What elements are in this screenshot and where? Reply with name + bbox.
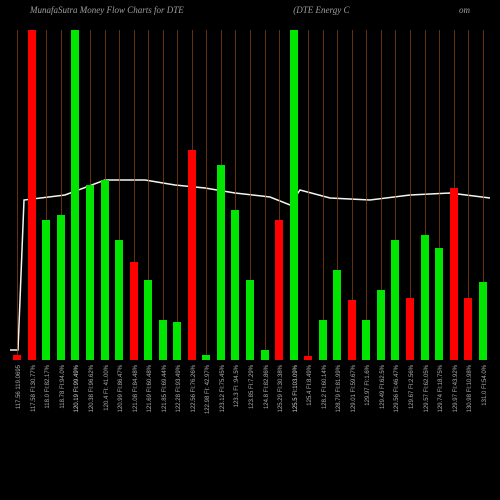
x-axis-label: 123.3 FI :94.5%	[234, 365, 240, 407]
price-bar	[479, 282, 487, 360]
x-axis-label: 129.67 FI:2.56%	[409, 365, 415, 409]
x-axis-labels: 117.56 119.0695 117.58 FI:30.77% 118.0 FI:…	[10, 362, 490, 497]
title-center: (DTE Energy C	[293, 5, 349, 25]
gridline	[206, 30, 207, 360]
gridline	[177, 30, 178, 360]
x-axis-label: 117.56 119.0695	[16, 365, 22, 409]
price-bar	[144, 280, 152, 360]
price-bar	[246, 280, 254, 360]
price-bar	[217, 165, 225, 360]
price-bar	[28, 30, 36, 360]
price-bar	[406, 298, 414, 360]
price-bar	[159, 320, 167, 360]
gridline	[323, 30, 324, 360]
price-bar	[450, 188, 458, 360]
x-axis-label: 123.85 FI:7.29%	[249, 365, 255, 409]
gridline	[163, 30, 164, 360]
x-axis-label: 121.08 FI:84.48%	[133, 365, 139, 412]
price-bar	[101, 180, 109, 360]
price-bar	[333, 270, 341, 360]
price-bar	[261, 350, 269, 360]
price-bar	[202, 355, 210, 360]
price-bar	[13, 355, 21, 360]
gridline	[17, 30, 18, 360]
x-axis-label: 122.98 FI: 42.97%	[205, 365, 211, 414]
x-axis-label: 124.8 FI:82.86%	[264, 365, 270, 409]
x-axis-label: 120.4 FI: 41.00%	[104, 365, 110, 411]
x-axis-label: 128.79 FI:81.99%	[336, 365, 342, 412]
gridline	[265, 30, 266, 360]
x-axis-label: 125.5 FI:103.09%	[293, 365, 299, 412]
x-axis-label: 117.58 FI:30.77%	[31, 365, 37, 412]
gridline	[308, 30, 309, 360]
x-axis-label: 123.12 FI:75.45%	[220, 365, 226, 412]
gridline	[366, 30, 367, 360]
title-left: MunafaSutra Money Flow Charts for DTE	[30, 5, 184, 25]
price-bar	[421, 235, 429, 360]
price-bar	[275, 220, 283, 360]
x-axis-label: 130.98 FI:10.98%	[467, 365, 473, 412]
price-bar	[362, 320, 370, 360]
x-axis-label: 122.28 FI:93.49%	[176, 365, 182, 412]
x-axis-label: 125.4 FI:8.49%	[307, 365, 313, 406]
price-bar	[290, 30, 298, 360]
price-bar	[348, 300, 356, 360]
x-axis-label: 129.97 FI:43.92%	[453, 365, 459, 412]
price-bar	[173, 322, 181, 360]
x-axis-label: 129.57 FI:62.05%	[424, 365, 430, 412]
price-bar	[464, 298, 472, 360]
bar-chart-area	[10, 30, 490, 360]
price-bar	[130, 262, 138, 360]
x-axis-label: 129.01 FI:59.67%	[351, 365, 357, 412]
x-axis-label: 129.56 FI:46.47%	[394, 365, 400, 412]
price-bar	[188, 150, 196, 360]
x-axis-label: 120.19 FI:99.49%	[74, 365, 80, 412]
price-bar	[86, 185, 94, 360]
x-axis-label: 129.49 FI:62.5%	[380, 365, 386, 409]
x-axis-label: 131.0 FI:54.0%	[482, 365, 488, 406]
x-axis-label: 125.29 FI:30.38%	[278, 365, 284, 412]
x-axis-label: 121.85 FI:69.44%	[162, 365, 168, 412]
price-bar	[71, 30, 79, 360]
chart-title: MunafaSutra Money Flow Charts for DTE (D…	[0, 5, 500, 25]
price-bar	[319, 320, 327, 360]
x-axis-label: 129.97 FI:1.6%	[365, 365, 371, 406]
x-axis-label: 118.0 FI:82.17%	[45, 365, 51, 409]
x-axis-label: 121.69 FI:60.48%	[147, 365, 153, 412]
x-axis-label: 128.2 FI:60.14%	[322, 365, 328, 409]
title-right: om	[459, 5, 470, 25]
price-bar	[435, 248, 443, 360]
price-bar	[304, 356, 312, 360]
price-bar	[231, 210, 239, 360]
x-axis-label: 120.38 FI:96.62%	[89, 365, 95, 412]
price-bar	[57, 215, 65, 360]
x-axis-label: 118.78 FI:94.0%	[60, 365, 66, 409]
price-bar	[391, 240, 399, 360]
price-bar	[115, 240, 123, 360]
x-axis-label: 129.74 FI:18.75%	[438, 365, 444, 412]
x-axis-label: 120.99 FI:86.47%	[118, 365, 124, 412]
x-axis-label: 122.56 FI:76.26%	[191, 365, 197, 412]
price-bar	[42, 220, 50, 360]
price-bar	[377, 290, 385, 360]
